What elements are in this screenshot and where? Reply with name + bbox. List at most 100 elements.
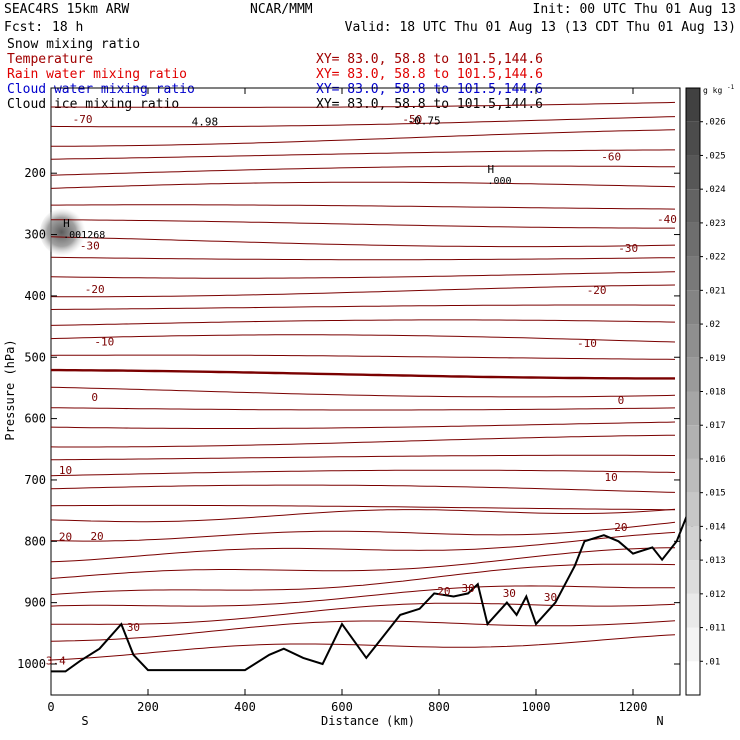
field-name-4: Cloud ice mixing ratio [7, 97, 179, 112]
y-tick-label: 500 [24, 350, 46, 364]
isotherm-line [51, 368, 675, 380]
y-tick-label: 700 [24, 473, 46, 487]
colorbar-label: .025 [704, 151, 726, 161]
isotherm-line [50, 334, 676, 343]
x-tick-label: 400 [234, 700, 256, 714]
temp-label-9: -10 [577, 337, 597, 350]
isotherm-line [50, 386, 676, 398]
field-value-0: 4.98 [192, 115, 219, 128]
colorbar-bin [686, 526, 700, 561]
y-tick-label: 200 [24, 166, 46, 180]
high-marker-1: H [488, 163, 495, 176]
high-value-0: .001268 [63, 230, 105, 241]
colorbar-bin [686, 121, 700, 156]
north-label: N [656, 714, 663, 728]
colorbar-bin [686, 593, 700, 628]
isotherm-line [50, 116, 676, 128]
colorbar-bin [686, 357, 700, 392]
isotherm-line [50, 181, 676, 189]
temp-label-10: 0 [91, 391, 98, 404]
temp-label-8: -10 [94, 335, 114, 348]
isotherm-line [50, 304, 676, 310]
x-tick-label: 600 [331, 700, 353, 714]
south-label: S [81, 714, 88, 728]
temp-label-1: -60 [601, 151, 621, 164]
colorbar-label: .01 [704, 657, 720, 667]
isotherm-line [50, 319, 676, 326]
isotherm-line [50, 508, 676, 523]
y-tick-label: 900 [24, 596, 46, 610]
field-value-1: -0.75 [407, 115, 440, 128]
colorbar-bin [686, 222, 700, 257]
y-axis-title: Pressure (hPa) [3, 339, 17, 440]
isotherm-line [51, 204, 676, 210]
fcst-label: Fcst: [4, 20, 43, 35]
colorbar-bin [686, 290, 700, 325]
colorbar-label: .02 [704, 320, 720, 330]
x-axis-title: Distance (km) [321, 714, 415, 728]
colorbar-label: .018 [704, 388, 726, 398]
colorbar-bin [686, 425, 700, 459]
temp-label-4: -30 [80, 240, 100, 253]
colorbar-label: .013 [704, 556, 726, 566]
isotherm-line [50, 236, 676, 248]
colorbar: .01 .011 .012 .013 .014 .015 .016 .017 .018 .019.… [685, 84, 735, 696]
field-xy-1: XY= 83.0, 58.8 to 101.5,144.6 [316, 52, 543, 67]
isotherm-line [50, 469, 676, 477]
temp-label-0: -70 [73, 113, 93, 126]
terrain-line [51, 514, 702, 673]
temperature-contours [50, 101, 676, 661]
colorbar-bin [686, 661, 700, 695]
y-tick-label: 600 [24, 412, 46, 426]
colorbar-bin [686, 458, 700, 493]
temp-label-2: -50 [402, 113, 422, 126]
colorbar-label: .011 [704, 624, 726, 634]
x-tick-label: 0 [47, 700, 54, 714]
isotherm-line [50, 165, 676, 176]
isotherm-line [50, 531, 676, 563]
isotherm-line [50, 547, 676, 579]
field-name-2: Rain water mixing ratio [7, 67, 187, 82]
x-tick-label: 200 [137, 700, 159, 714]
y-tick-label: 300 [24, 228, 46, 242]
colorbar-bin [686, 324, 700, 358]
colorbar-label: .023 [704, 219, 726, 229]
temp-label-16: 20 [614, 521, 627, 534]
isotherm-line [50, 563, 676, 596]
contour-labels: -70 -60 -50 -40 -30 -30 -20 -20 -10 -10 0 0 10 10 20 20… [46, 113, 677, 667]
colorbar-bin [686, 256, 700, 291]
field-xy-2: XY= 83.0, 58.8 to 101.5,144.6 [316, 67, 543, 82]
isotherm-line [50, 284, 676, 298]
temp-label-21: 30 [127, 621, 140, 634]
isotherm-line [50, 484, 676, 493]
temp-label-5: -30 [618, 242, 638, 255]
colorbar-label: .026 [704, 118, 726, 128]
x-tick-label: 1000 [522, 700, 551, 714]
temp-label-6: -20 [85, 283, 105, 296]
temp-label-18: 30 [461, 582, 474, 595]
x-tick-label: 1200 [619, 700, 648, 714]
colorbar-bin [686, 189, 700, 223]
isotherm-line [50, 585, 676, 607]
isotherm-line [50, 634, 676, 661]
temp-label-22: 3.4 [46, 654, 66, 667]
terrain [51, 514, 702, 673]
org-title: NCAR/MMM [250, 2, 313, 17]
colorbar-label: .019 [704, 354, 726, 364]
colorbar-unit: g kg [703, 86, 722, 95]
temp-label-17: 20 [437, 585, 450, 598]
colorbar-bin [686, 627, 700, 662]
temp-label-11: 0 [618, 394, 625, 407]
isotherm-line [51, 129, 676, 147]
isotherm-line [50, 620, 676, 642]
colorbar-label: .024 [704, 185, 726, 195]
colorbar-label: .021 [704, 286, 726, 296]
field-name-1: Temperature [7, 52, 93, 67]
isotherm-line [51, 101, 676, 108]
colorbar-label: .022 [704, 253, 726, 263]
field-name-0: Snow mixing ratio [7, 37, 140, 52]
temp-label-19: 30 [503, 587, 516, 600]
